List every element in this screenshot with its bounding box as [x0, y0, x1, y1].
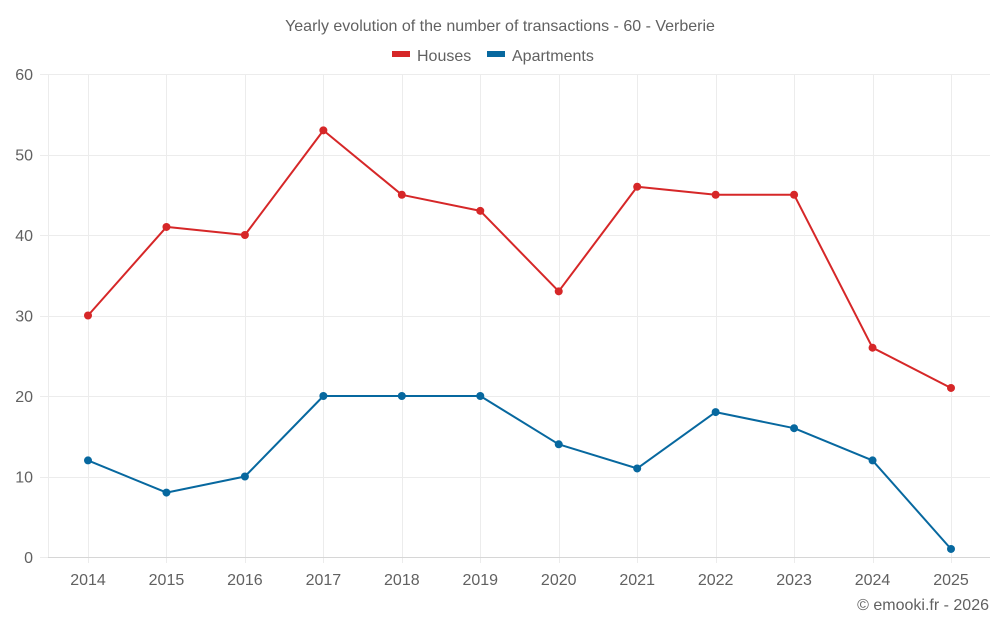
legend-swatch-apartments [487, 51, 505, 57]
y-tick-label: 30 [15, 309, 33, 326]
series-line-apartments [87, 395, 952, 550]
data-point-apartments-2025[interactable] [947, 544, 955, 553]
data-point-houses-2022[interactable] [711, 190, 720, 199]
legend-swatch-houses [392, 51, 410, 57]
data-point-apartments-2022[interactable] [711, 408, 720, 417]
x-axis-ticks: 2014 2015 2016 2017 2018 2019 2020 2021 2022 2023… [70, 572, 969, 589]
x-tick-label: 2022 [698, 572, 734, 589]
data-point-houses-2024[interactable] [868, 343, 877, 352]
x-tick-label: 2025 [933, 572, 969, 589]
legend: Houses Apartments [392, 48, 594, 65]
data-point-houses-2020[interactable] [554, 287, 563, 296]
data-point-houses-2015[interactable] [162, 222, 171, 231]
y-tick-label: 10 [15, 470, 33, 487]
y-tick-label: 20 [15, 389, 33, 406]
data-point-apartments-2021[interactable] [633, 464, 642, 473]
data-point-houses-2018[interactable] [397, 190, 406, 199]
x-tick-label: 2023 [776, 572, 812, 589]
data-point-apartments-2024[interactable] [868, 456, 877, 465]
data-point-apartments-2020[interactable] [554, 440, 563, 449]
data-point-houses-2023[interactable] [790, 190, 799, 199]
data-point-houses-2025[interactable] [947, 383, 955, 392]
data-point-houses-2019[interactable] [476, 206, 485, 215]
data-point-houses-2021[interactable] [633, 182, 642, 191]
series-line-houses [87, 129, 952, 389]
chart-title: Yearly evolution of the number of transa… [285, 18, 715, 35]
x-gridlines [88, 74, 952, 563]
data-point-apartments-2018[interactable] [397, 392, 406, 400]
data-point-apartments-2016[interactable] [240, 472, 249, 481]
x-tick-label: 2017 [306, 572, 342, 589]
y-gridlines [40, 74, 990, 558]
y-tick-label: 50 [15, 148, 33, 165]
series-group [84, 126, 955, 553]
y-tick-label: 40 [15, 228, 33, 245]
legend-label-apartments[interactable]: Apartments [512, 48, 594, 65]
x-tick-label: 2019 [462, 572, 498, 589]
data-point-apartments-2019[interactable] [476, 392, 485, 400]
data-point-houses-2016[interactable] [240, 231, 249, 239]
x-tick-label: 2020 [541, 572, 577, 589]
credit-text: © emooki.fr - 2026 [857, 597, 989, 614]
data-point-apartments-2015[interactable] [162, 488, 171, 497]
data-point-houses-2017[interactable] [319, 126, 328, 135]
x-tick-label: 2016 [227, 572, 263, 589]
y-tick-label: 60 [15, 67, 33, 84]
x-tick-label: 2015 [149, 572, 185, 589]
x-tick-label: 2024 [855, 572, 891, 589]
data-point-houses-2014[interactable] [84, 311, 92, 320]
legend-label-houses[interactable]: Houses [417, 48, 471, 65]
y-axis-ticks: 0 10 20 30 40 50 60 [15, 67, 33, 567]
data-point-apartments-2014[interactable] [84, 456, 92, 465]
x-tick-label: 2014 [70, 572, 106, 589]
y-tick-label: 0 [24, 550, 33, 567]
x-tick-label: 2021 [619, 572, 655, 589]
x-tick-label: 2018 [384, 572, 420, 589]
data-point-apartments-2023[interactable] [790, 424, 799, 433]
data-point-apartments-2017[interactable] [319, 392, 328, 400]
